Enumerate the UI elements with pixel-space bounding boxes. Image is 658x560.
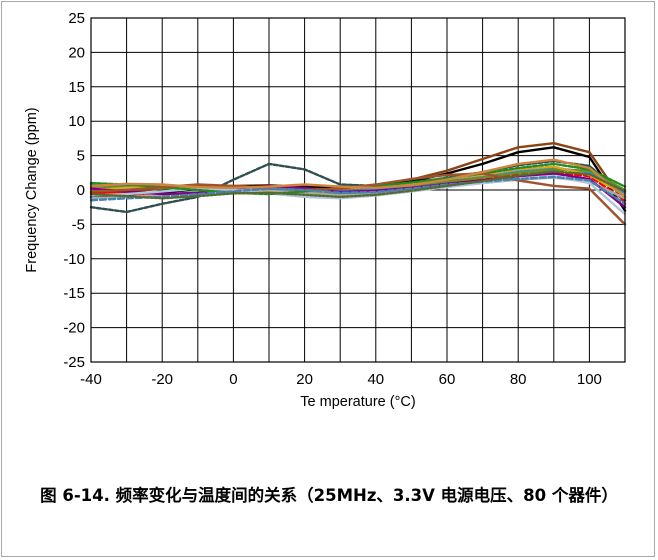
chart: 25 20 15 10 5 0 -5 -10 -15 -20 -25-40 -20 0 20 40 60 80 1… xyxy=(24,10,627,410)
y-tick-label: 5 xyxy=(77,148,85,165)
x-axis-label: Te mperature (°C) xyxy=(300,394,415,410)
series-line-15 xyxy=(89,170,627,200)
y-tick-label: 0 xyxy=(77,182,85,199)
figure-caption: 图 6-14. 频率变化与温度间的关系（25MHz、3.3V 电源电压、80 个… xyxy=(40,486,618,505)
plot-area-border xyxy=(90,17,626,363)
x-tick-label: 20 xyxy=(296,371,313,388)
x-tick-label: -20 xyxy=(151,371,173,388)
x-tick-label: 100 xyxy=(577,371,602,388)
plot-border xyxy=(90,17,626,363)
series-line-3 xyxy=(89,159,627,214)
series-line-13 xyxy=(89,175,627,205)
y-tick-label: 15 xyxy=(68,79,85,96)
x-tick-label: -40 xyxy=(80,371,102,388)
x-tick-label: 40 xyxy=(367,371,384,388)
y-tick-label: 25 xyxy=(68,10,85,27)
y-tick-label: -20 xyxy=(63,320,85,337)
tick-labels: 25 20 15 10 5 0 -5 -10 -15 -20 -25-40 -20 0 20 40 60 80 1… xyxy=(63,10,602,388)
y-tick-label: 10 xyxy=(68,113,85,130)
series-layer xyxy=(89,142,627,226)
y-tick-label: -15 xyxy=(63,285,85,302)
series-line-14 xyxy=(89,158,627,199)
x-tick-label: 80 xyxy=(510,371,527,388)
y-tick-label: -10 xyxy=(63,251,85,268)
x-tick-label: 60 xyxy=(439,371,456,388)
y-tick-label: 20 xyxy=(68,44,85,61)
grid-layer xyxy=(91,18,625,362)
x-tick-label: 0 xyxy=(229,371,237,388)
y-tick-label: -25 xyxy=(63,354,85,371)
y-tick-label: -5 xyxy=(72,216,85,233)
y-axis-label: Frequency Change (ppm) xyxy=(24,107,40,272)
